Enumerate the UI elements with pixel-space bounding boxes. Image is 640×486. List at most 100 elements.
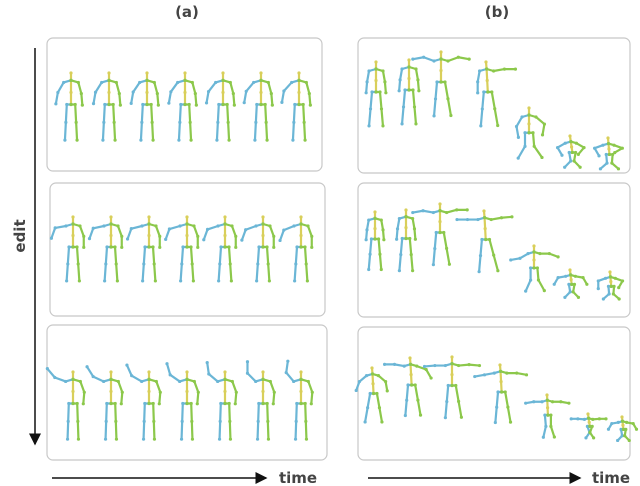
skeleton-part bbox=[468, 58, 471, 61]
skeleton-part bbox=[618, 297, 621, 300]
skeleton-part bbox=[546, 399, 549, 402]
skeleton-part bbox=[125, 364, 128, 367]
skeleton-part bbox=[115, 262, 118, 265]
skeleton-part bbox=[532, 400, 535, 403]
skeleton-part bbox=[107, 91, 110, 94]
skeleton-part bbox=[178, 121, 181, 124]
skeleton-part bbox=[67, 402, 70, 405]
skeleton-part bbox=[151, 139, 154, 142]
skeleton-part bbox=[79, 380, 82, 383]
skeleton-part bbox=[176, 81, 179, 84]
skeleton-part bbox=[81, 104, 84, 107]
skeleton-part bbox=[421, 209, 424, 212]
skeleton-part bbox=[188, 103, 191, 106]
skeleton-part bbox=[85, 365, 88, 368]
skeleton-part bbox=[113, 245, 116, 248]
skeleton-part bbox=[608, 138, 609, 154]
skeleton-part bbox=[292, 380, 295, 383]
skeleton-part bbox=[484, 60, 487, 63]
skeleton-part bbox=[570, 283, 573, 286]
skeleton-part bbox=[92, 102, 95, 105]
skeleton-part bbox=[261, 215, 264, 218]
skeleton-part bbox=[365, 91, 368, 94]
skeleton-part bbox=[64, 121, 67, 124]
skeleton-part bbox=[69, 91, 72, 94]
skeleton-part bbox=[214, 81, 217, 84]
skeleton-part bbox=[601, 144, 604, 147]
skeleton-part bbox=[493, 107, 496, 110]
skeleton-part bbox=[572, 290, 575, 293]
skeleton-part bbox=[159, 391, 162, 394]
skeleton-part bbox=[83, 391, 86, 394]
skeleton-part bbox=[527, 131, 530, 134]
time-label-a: time bbox=[279, 469, 317, 486]
skeleton-part bbox=[432, 114, 435, 117]
skeleton-part bbox=[261, 370, 264, 373]
skeleton-part bbox=[252, 81, 255, 84]
skeleton-part bbox=[113, 139, 116, 142]
skeleton-part bbox=[577, 153, 580, 156]
skeleton-part bbox=[69, 103, 72, 106]
skeleton-part bbox=[268, 224, 271, 227]
skeleton-part bbox=[151, 245, 154, 248]
skeleton-part bbox=[56, 91, 59, 94]
panel bbox=[358, 327, 630, 460]
skeleton-part bbox=[221, 71, 224, 74]
skeleton-part bbox=[299, 245, 302, 248]
skeleton-part bbox=[221, 103, 224, 106]
skeleton-part bbox=[543, 414, 546, 417]
skeleton-part bbox=[290, 81, 293, 84]
skeleton-part bbox=[606, 136, 609, 139]
skeleton-part bbox=[624, 428, 627, 431]
skeleton-part bbox=[207, 90, 210, 93]
skeleton-part bbox=[439, 69, 442, 72]
skeleton-part bbox=[216, 380, 219, 383]
skeleton-part bbox=[293, 103, 296, 106]
skeleton-part bbox=[113, 121, 116, 124]
skeleton-part bbox=[189, 121, 192, 124]
skeleton-part bbox=[218, 262, 221, 265]
skeleton-part bbox=[310, 235, 313, 238]
skeleton-part bbox=[556, 146, 559, 149]
skeleton-part bbox=[409, 373, 412, 376]
skeleton-part bbox=[227, 245, 230, 248]
skeleton-part bbox=[116, 279, 119, 282]
skeleton-part bbox=[377, 237, 380, 240]
skeleton-part bbox=[107, 103, 110, 106]
skeleton-part bbox=[369, 392, 372, 395]
skeleton-part bbox=[254, 121, 257, 124]
skeleton-part bbox=[75, 121, 78, 124]
skeleton-part bbox=[228, 402, 231, 405]
skeleton-part bbox=[444, 364, 447, 367]
skeleton-part bbox=[569, 140, 572, 143]
skeleton-part bbox=[505, 372, 508, 375]
skeleton-part bbox=[64, 380, 67, 383]
skeleton-part bbox=[411, 217, 414, 220]
skeleton-part bbox=[223, 370, 226, 373]
skeleton-part bbox=[439, 50, 442, 53]
skeleton-part bbox=[402, 105, 405, 108]
skeleton-part bbox=[75, 139, 78, 142]
skeleton-part bbox=[185, 245, 188, 248]
skeleton-part bbox=[414, 122, 417, 125]
skeleton-part bbox=[367, 124, 370, 127]
skeleton-part bbox=[611, 153, 614, 156]
skeleton-part bbox=[272, 235, 275, 238]
skeleton-part bbox=[183, 79, 186, 82]
skeleton-part bbox=[109, 390, 112, 393]
skeleton-part bbox=[215, 139, 218, 142]
skeleton-part bbox=[219, 420, 222, 423]
skeleton-part bbox=[553, 435, 556, 438]
skeleton-part bbox=[450, 384, 453, 387]
skeleton-part bbox=[109, 402, 112, 405]
skeleton-part bbox=[297, 103, 300, 106]
skeleton-part bbox=[154, 279, 157, 282]
skeleton-part bbox=[229, 81, 232, 84]
skeleton-part bbox=[413, 105, 416, 108]
skeleton-part bbox=[454, 384, 457, 387]
skeleton-part bbox=[310, 246, 313, 249]
skeleton-part bbox=[425, 368, 428, 371]
skeleton-part bbox=[109, 378, 112, 381]
skeleton-part bbox=[205, 101, 208, 104]
skeleton-part bbox=[604, 277, 607, 280]
